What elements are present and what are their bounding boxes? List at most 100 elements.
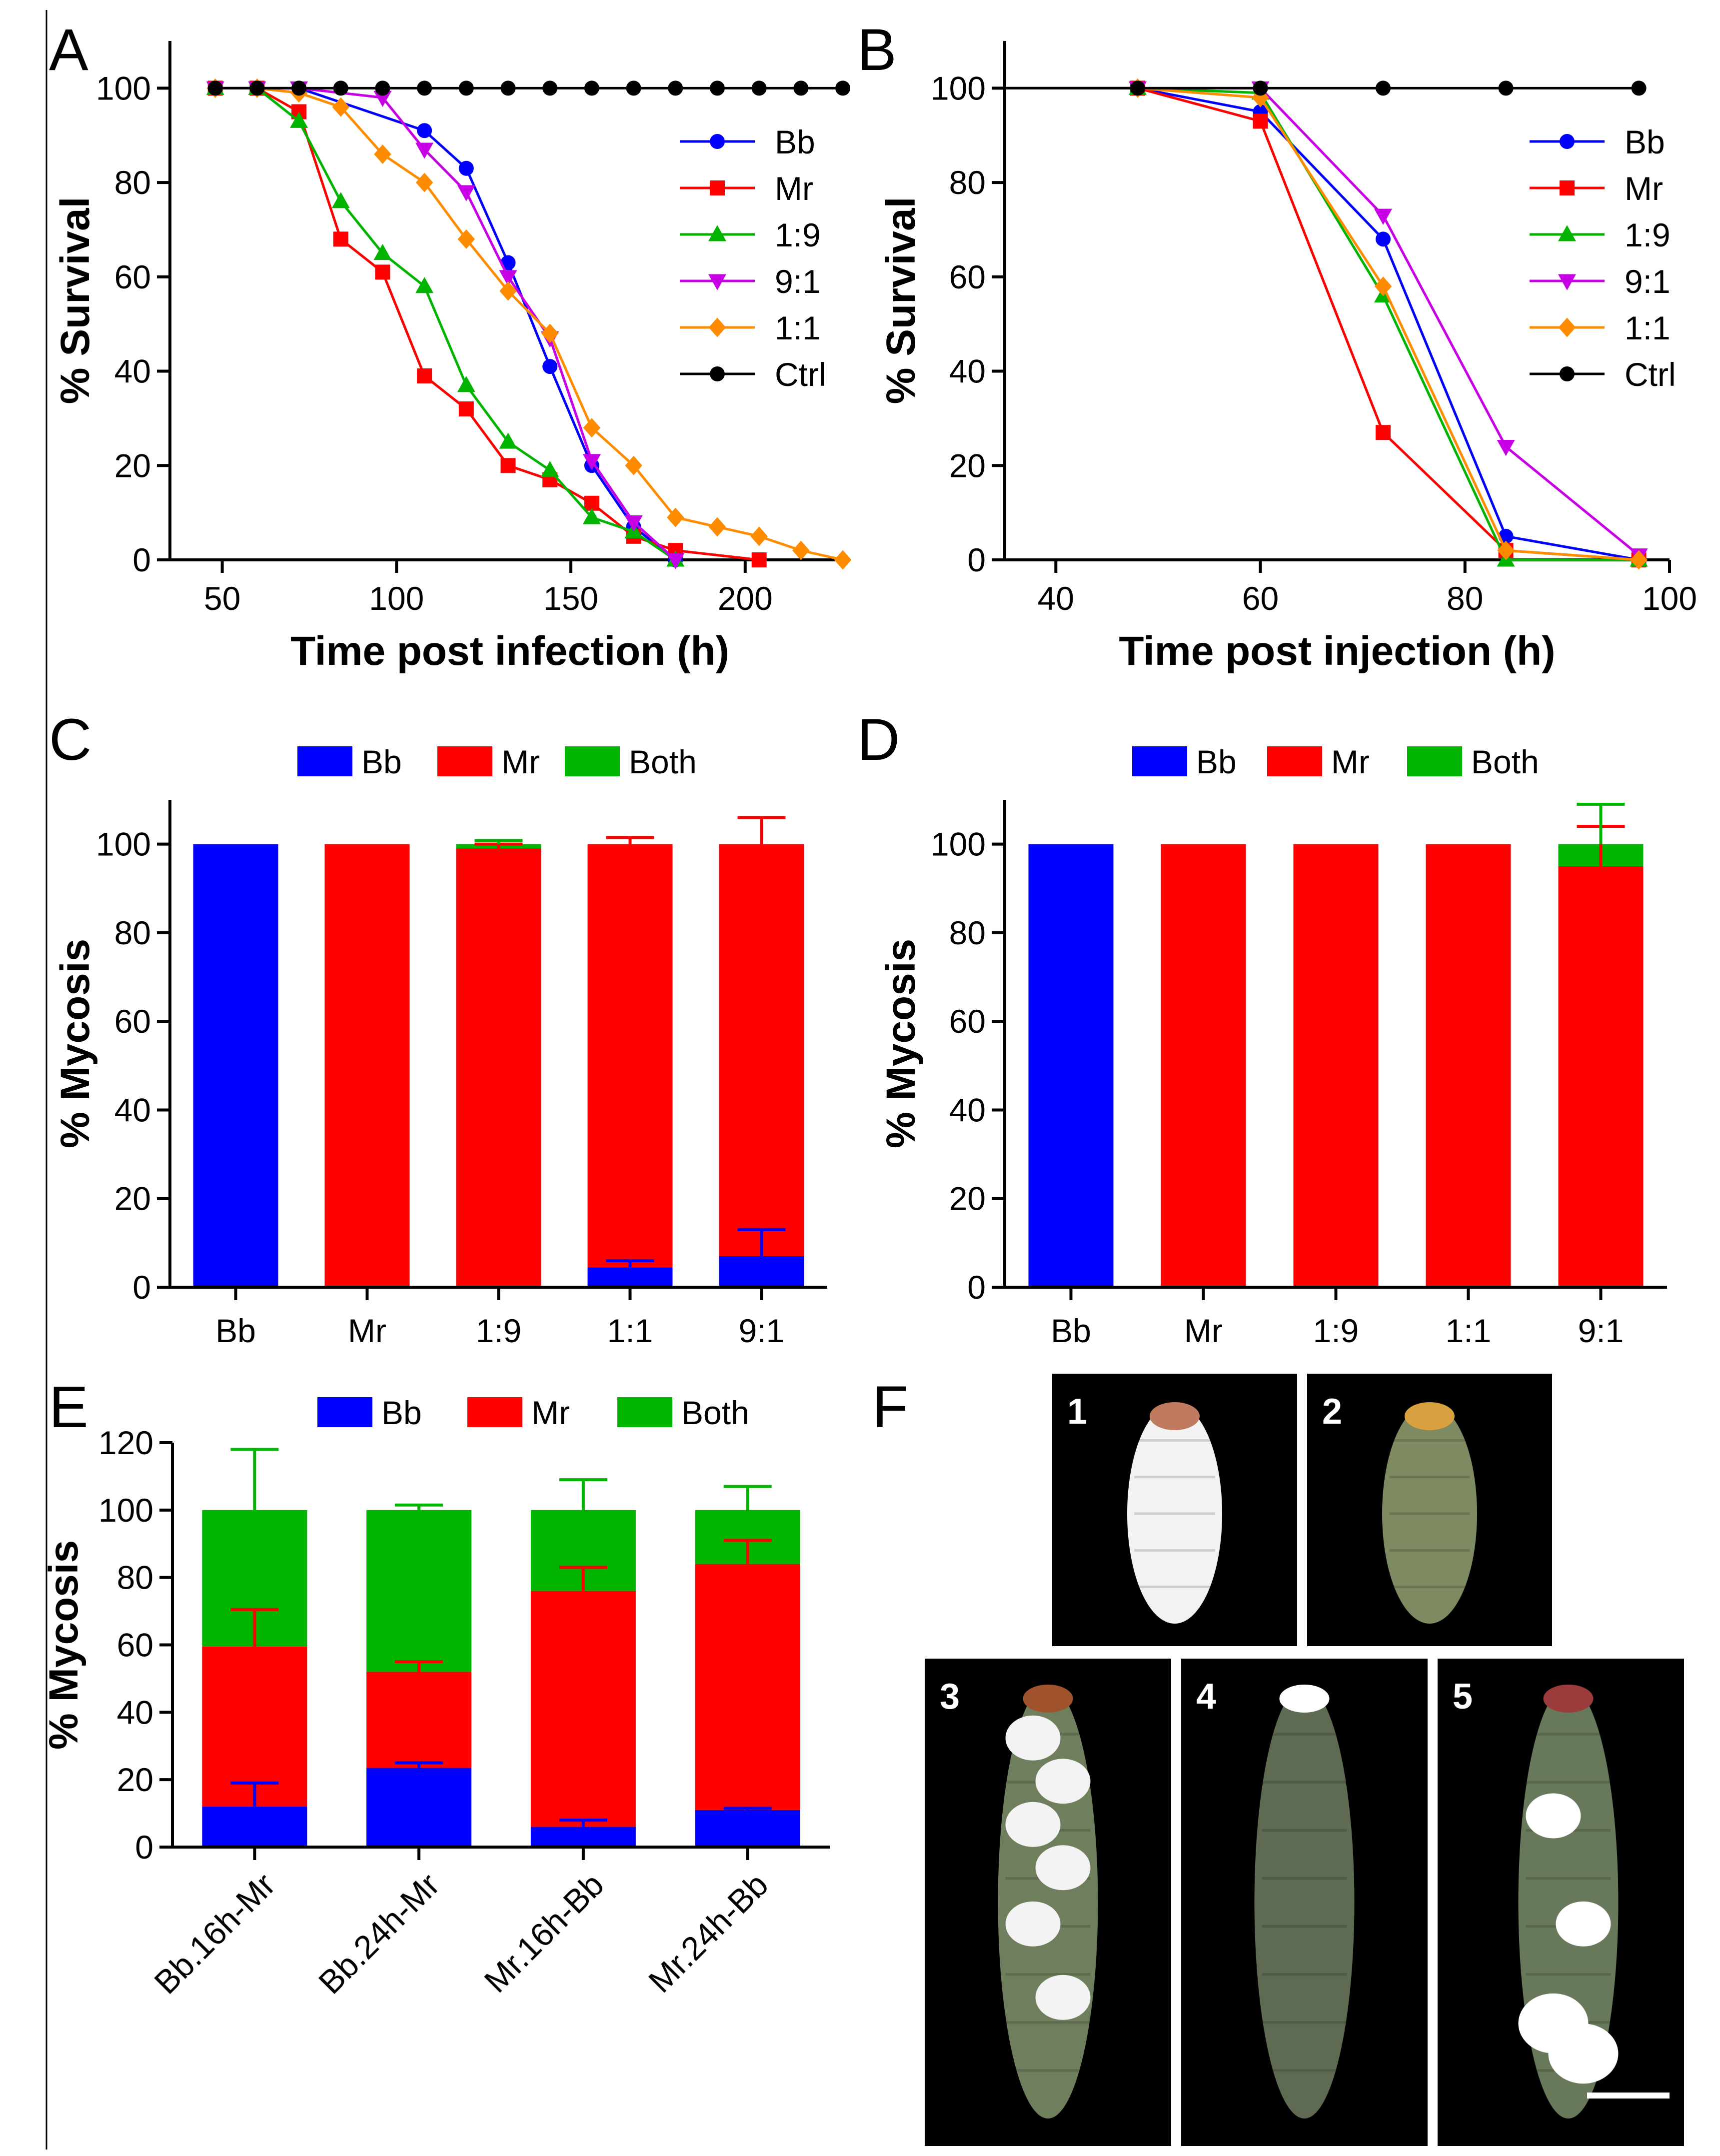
larva-head	[1023, 1685, 1073, 1713]
series-1-1	[206, 78, 852, 570]
x-tick-label: 150	[543, 580, 598, 617]
legend-marker-mr	[710, 180, 725, 195]
data-point-1-1	[499, 281, 517, 301]
legend-label-mr: Mr	[1331, 743, 1370, 780]
x-tick-label: Mr	[1184, 1312, 1223, 1349]
data-point-9-1	[457, 185, 475, 201]
legend-marker-1-9	[1558, 225, 1576, 241]
data-point-mr	[375, 264, 390, 280]
larva-spot	[1548, 2024, 1619, 2084]
larva-body	[1254, 1686, 1355, 2119]
panel-letter-f: F	[872, 1374, 908, 1440]
data-point-ctrl	[542, 80, 558, 96]
photo-number-4: 4	[1196, 1677, 1216, 1717]
legend-marker-9-1	[708, 274, 726, 290]
legend-swatch-mr	[1267, 746, 1322, 776]
photo-number-3: 3	[940, 1677, 960, 1717]
panel-letter-b: B	[857, 17, 897, 83]
panel-a: 0 20 40 60 80 100 50 100 150 200 Time post infecti…	[49, 17, 852, 674]
y-tick-label: 60	[117, 1627, 153, 1664]
legend-label-mr: Mr	[531, 1394, 570, 1431]
data-point-ctrl	[1631, 80, 1647, 96]
panel-f: F 1 2 3 4 5	[872, 1374, 1684, 2146]
x-tick-label: 50	[204, 580, 240, 617]
x-tick-label: 60	[1242, 580, 1279, 617]
data-point-mr	[1253, 113, 1268, 129]
data-point-1-9	[541, 460, 559, 477]
legend-swatch-mr	[467, 1397, 522, 1427]
x-tick-label: 80	[1447, 580, 1483, 617]
bar-group-mr	[324, 844, 410, 1287]
x-axis-title: Time post injection (h)	[1119, 628, 1555, 674]
data-point-ctrl	[709, 80, 725, 96]
larva-spot	[1005, 1715, 1061, 1761]
legend-marker-bb	[710, 134, 725, 149]
series-1-9	[1005, 78, 1648, 567]
data-point-9-1	[582, 454, 601, 470]
bar-group-mr-24h-bb	[695, 1485, 800, 1847]
x-axis-title: Time post infection (h)	[290, 628, 729, 674]
data-point-9-1	[373, 90, 392, 107]
y-tick-label: 60	[114, 258, 151, 295]
data-point-9-1	[499, 270, 517, 286]
data-point-ctrl	[333, 80, 348, 96]
legend-swatch-mr	[437, 746, 492, 776]
y-tick-label: 40	[949, 353, 986, 390]
panel-b: 0 20 40 60 80 100 40 60 80 100 Time post injection…	[857, 17, 1697, 674]
series-line-mr	[215, 86, 759, 561]
series-line-1-9	[215, 86, 676, 561]
data-point-1-1	[708, 517, 726, 537]
data-point-ctrl	[668, 80, 683, 96]
larva-body	[1127, 1404, 1222, 1624]
data-point-ctrl	[835, 80, 851, 96]
bar-bb	[530, 1827, 636, 1847]
x-tick-label: 40	[1038, 580, 1074, 617]
bar-bb	[587, 1267, 673, 1287]
y-tick-label: 20	[114, 447, 151, 484]
data-point-ctrl	[417, 80, 432, 96]
legend-label-bb: Bb	[361, 743, 402, 780]
panel-e: 0 20 40 60 80 100 120 % Mycosis Bb.16h-Mr Bb.24h-…	[41, 1374, 830, 2001]
data-point-ctrl	[500, 80, 516, 96]
larva-spot	[1035, 1759, 1091, 1804]
larva-spot	[1035, 1975, 1091, 2020]
data-point-1-1	[667, 507, 684, 527]
x-tick-label: Mr.16h-Bb	[477, 1866, 611, 2000]
legend-marker-bb	[1560, 134, 1575, 149]
bar-group-9-1	[719, 816, 804, 1287]
x-tick-label: 1:9	[1313, 1312, 1359, 1349]
legend-swatch-bb	[297, 746, 352, 776]
legend-label-bb: Bb	[775, 123, 815, 160]
y-tick-label: 60	[949, 1003, 986, 1040]
data-point-1-9	[290, 111, 308, 128]
bar-bb	[202, 1807, 307, 1847]
data-point-ctrl	[291, 80, 307, 96]
legend: Bb Mr Both	[317, 1394, 749, 1431]
y-axis-title: % Mycosis	[52, 939, 98, 1148]
y-tick-label: 0	[132, 541, 151, 578]
data-point-9-1	[415, 142, 434, 159]
legend-label-bb: Bb	[381, 1394, 422, 1431]
legend-label-mr: Mr	[775, 170, 813, 207]
data-point-bb	[1376, 231, 1391, 247]
y-tick-label: 0	[967, 1269, 986, 1306]
data-point-ctrl	[751, 80, 767, 96]
photo-number-2: 2	[1322, 1392, 1342, 1432]
legend-swatch-both	[565, 746, 620, 776]
data-point-1-1	[332, 97, 349, 117]
panel-c: 0 20 40 60 80 100 % Mycosis Bb Mr 1:9 1:1 9:1 Bb Mr Bo…	[49, 707, 827, 1349]
series-line-1-1	[1005, 86, 1639, 561]
legend-marker-1-9	[708, 225, 726, 241]
data-point-9-1	[1497, 440, 1515, 456]
legend-label-mr: Mr	[1625, 170, 1663, 207]
x-tick-label: 9:1	[739, 1312, 785, 1349]
y-tick-label: 20	[949, 1180, 986, 1217]
bar-bb	[719, 1256, 804, 1287]
series-bb	[207, 80, 683, 567]
y-tick-label: 0	[135, 1829, 153, 1866]
data-point-ctrl	[1130, 80, 1145, 96]
series-line-bb	[215, 86, 676, 561]
bar-group-1-9	[1293, 844, 1379, 1287]
data-point-1-1	[583, 418, 601, 438]
y-tick-label: 100	[98, 1492, 153, 1529]
